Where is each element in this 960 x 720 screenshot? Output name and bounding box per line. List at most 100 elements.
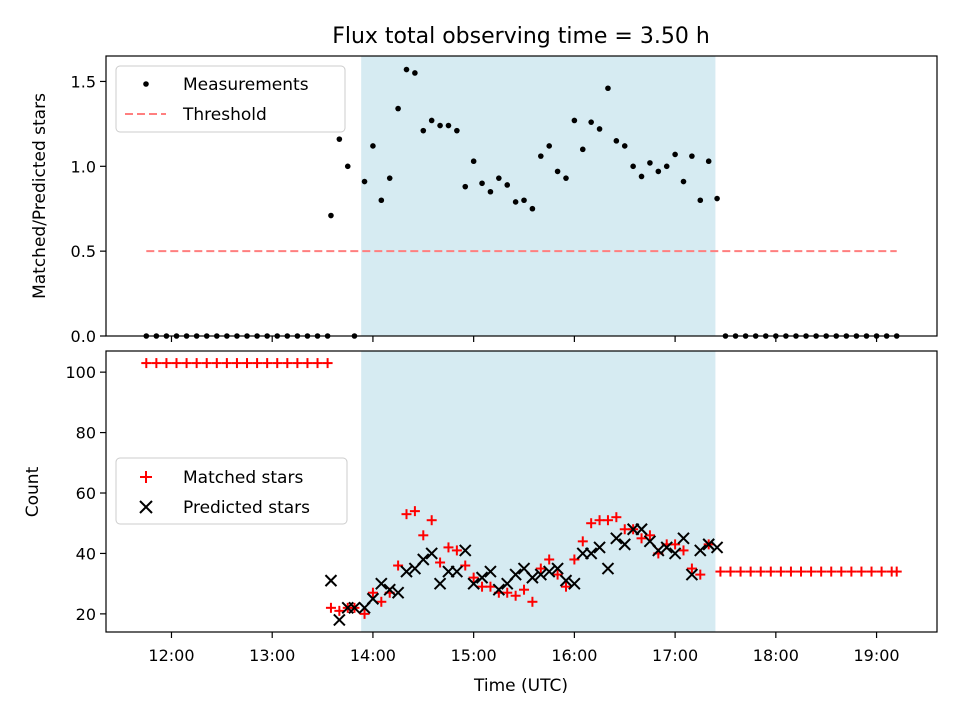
data-point bbox=[596, 126, 603, 132]
data-point bbox=[685, 568, 699, 581]
y-tick-label: 1.5 bbox=[71, 72, 96, 91]
data-point bbox=[191, 358, 202, 369]
data-point bbox=[559, 574, 573, 587]
y-tick-label: 60 bbox=[76, 484, 96, 503]
data-point bbox=[715, 566, 726, 577]
data-point bbox=[336, 136, 343, 142]
data-point bbox=[605, 85, 611, 92]
data-point bbox=[426, 515, 437, 526]
data-point bbox=[755, 566, 766, 577]
data-point bbox=[546, 143, 552, 149]
data-point bbox=[697, 197, 704, 204]
data-point bbox=[610, 532, 623, 545]
bottom-legend-box bbox=[115, 457, 348, 525]
y-tick-label: 0.0 bbox=[71, 327, 96, 346]
data-point bbox=[577, 536, 588, 547]
data-point bbox=[705, 158, 712, 165]
data-point bbox=[660, 541, 673, 554]
data-point bbox=[467, 577, 480, 590]
data-point bbox=[425, 547, 438, 560]
bottom-shaded-span bbox=[361, 351, 716, 632]
data-point bbox=[454, 127, 460, 134]
data-point bbox=[359, 608, 370, 619]
data-point bbox=[386, 175, 393, 181]
top-legend-box bbox=[115, 65, 346, 133]
data-point bbox=[694, 544, 707, 557]
bottom-y-ticks: 20 40 60 80 100 bbox=[65, 363, 106, 624]
data-point bbox=[417, 553, 430, 566]
data-point bbox=[272, 358, 283, 369]
data-point bbox=[312, 358, 323, 369]
data-point bbox=[395, 105, 401, 112]
y-tick-label: 0.5 bbox=[71, 242, 96, 261]
data-point bbox=[292, 358, 303, 369]
top-y-ticks: 0.0 0.5 1.0 1.5 bbox=[71, 72, 106, 346]
data-point bbox=[141, 358, 152, 369]
data-point bbox=[418, 530, 429, 541]
series-measurements bbox=[143, 66, 900, 339]
data-point bbox=[242, 358, 253, 369]
data-point bbox=[475, 571, 489, 584]
data-point bbox=[563, 175, 569, 181]
data-point bbox=[375, 577, 388, 590]
data-point bbox=[710, 541, 724, 554]
top-axes-frame bbox=[105, 55, 938, 337]
bottom-legend: Matched stars Predicted stars bbox=[115, 457, 348, 525]
data-point bbox=[519, 584, 530, 595]
data-point bbox=[826, 566, 837, 577]
data-point bbox=[378, 197, 385, 204]
y-tick-label: 40 bbox=[76, 544, 96, 563]
data-point bbox=[479, 180, 485, 187]
data-point bbox=[487, 188, 494, 195]
data-point bbox=[846, 566, 857, 577]
bottom-series bbox=[141, 358, 902, 627]
data-point bbox=[302, 358, 313, 369]
data-point bbox=[725, 566, 736, 577]
data-point bbox=[477, 581, 488, 592]
data-point bbox=[459, 544, 472, 557]
bottom-x-axis-label: Time (UTC) bbox=[473, 676, 568, 696]
legend-matched-marker bbox=[140, 471, 152, 483]
data-point bbox=[584, 547, 598, 560]
data-point bbox=[221, 358, 232, 369]
x-tick-label: 15:00 bbox=[451, 646, 497, 665]
top-chart-title: Flux total observing time = 3.50 h bbox=[332, 24, 710, 49]
data-point bbox=[370, 143, 376, 149]
legend-matched-label: Matched stars bbox=[183, 468, 303, 488]
data-point bbox=[647, 160, 653, 166]
x-tick-label: 14:00 bbox=[350, 646, 396, 665]
data-point bbox=[560, 581, 571, 592]
data-point bbox=[569, 554, 580, 565]
data-point bbox=[542, 565, 556, 578]
top-series bbox=[143, 66, 900, 339]
data-point bbox=[403, 66, 410, 73]
data-point bbox=[618, 538, 631, 551]
data-point bbox=[526, 571, 539, 584]
data-point bbox=[586, 518, 597, 529]
data-point bbox=[613, 138, 620, 144]
data-point bbox=[512, 199, 519, 205]
data-point bbox=[496, 175, 502, 181]
series-predicted-stars bbox=[324, 523, 724, 627]
data-point bbox=[401, 509, 412, 520]
data-point bbox=[551, 562, 564, 575]
data-point bbox=[367, 587, 378, 598]
data-point bbox=[619, 524, 630, 535]
data-point bbox=[568, 577, 581, 590]
data-point bbox=[445, 122, 452, 129]
data-point bbox=[527, 596, 538, 607]
data-point bbox=[735, 566, 746, 577]
x-tick-label: 18:00 bbox=[753, 646, 799, 665]
y-tick-label: 100 bbox=[65, 363, 96, 382]
data-point bbox=[460, 560, 471, 571]
bottom-x-ticks: 12:00 13:00 14:00 15:00 16:00 17:00 18:00 19:00 bbox=[148, 632, 900, 665]
data-point bbox=[644, 530, 655, 541]
bottom-axes-frame bbox=[105, 350, 938, 633]
data-point bbox=[470, 158, 477, 165]
data-point bbox=[678, 545, 689, 556]
data-point bbox=[655, 168, 662, 175]
data-point bbox=[636, 533, 647, 544]
data-point bbox=[409, 506, 420, 517]
data-point bbox=[876, 566, 887, 577]
data-point bbox=[333, 613, 346, 627]
